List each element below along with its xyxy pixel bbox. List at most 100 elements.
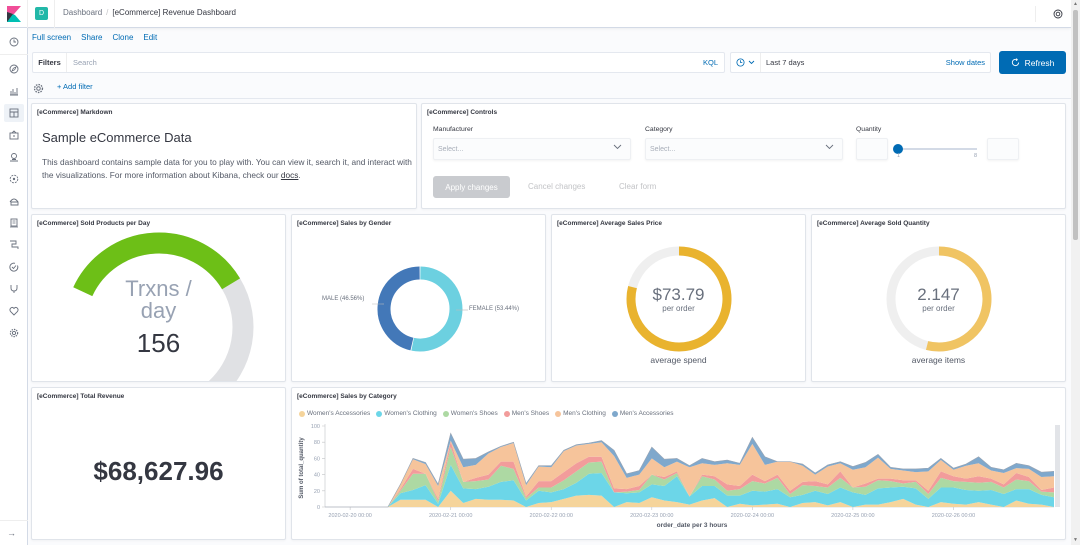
chevron-down-icon <box>825 144 834 150</box>
filters-button[interactable]: Filters <box>33 53 67 72</box>
legend-dot-icon <box>503 410 510 417</box>
time-range-label[interactable]: Last 7 days <box>766 58 805 67</box>
uptime-icon[interactable] <box>7 260 21 274</box>
gauge-label-line2: day <box>140 298 177 323</box>
legend-dot-icon <box>376 410 383 417</box>
clear-form-button[interactable]: Clear form <box>619 182 657 191</box>
area-series-men-s-accessories[interactable] <box>325 433 1054 507</box>
logs-icon[interactable] <box>7 216 21 230</box>
siem-icon[interactable] <box>7 282 21 296</box>
help-button[interactable] <box>1035 6 1063 22</box>
infrastructure-icon[interactable] <box>7 194 21 208</box>
goal-fill <box>925 246 992 352</box>
apm-icon[interactable] <box>7 238 21 252</box>
legend-label: Women's Shoes <box>450 410 498 417</box>
markdown-body: This dashboard contains sample data for … <box>42 156 414 182</box>
quick-select-button[interactable] <box>731 53 761 72</box>
collapse-nav-arrow-icon[interactable]: → <box>7 528 16 538</box>
slider-min-tick: 1 <box>897 153 901 159</box>
panel-title: [eCommerce] Total Revenue <box>37 393 125 400</box>
quantity-slider-thumb[interactable] <box>893 144 903 154</box>
quantity-min-input[interactable] <box>856 138 888 160</box>
chevron-down-icon <box>748 60 755 65</box>
quantity-max-input[interactable] <box>987 138 1019 160</box>
markdown-text: This dashboard contains sample data for … <box>42 157 412 180</box>
chart-scroll-handle[interactable] <box>1055 425 1060 507</box>
donut-slice-female[interactable] <box>411 266 463 352</box>
dev-tools-icon[interactable] <box>7 304 21 318</box>
y-tick-label: 100 <box>311 424 320 430</box>
x-tick-label: 2020-02-26 00:00 <box>932 513 975 519</box>
goal-chart <box>626 246 732 352</box>
canvas-icon[interactable] <box>7 128 21 142</box>
gear-icon <box>33 83 44 94</box>
x-tick-label: 2020-02-22 00:00 <box>530 513 573 519</box>
maps-icon[interactable] <box>7 150 21 164</box>
docs-link[interactable]: docs <box>280 170 299 180</box>
scroll-down-arrow-icon[interactable]: ▼ <box>1073 537 1078 543</box>
legend-item[interactable]: Women's Accessories <box>299 410 370 417</box>
discover-compass-icon[interactable] <box>7 62 21 76</box>
space-avatar[interactable]: D <box>35 7 48 20</box>
page-scrollbar[interactable]: ▲ ▼ <box>1071 0 1080 545</box>
show-dates-link[interactable]: Show dates <box>945 58 985 67</box>
refresh-button[interactable]: Refresh <box>999 51 1066 74</box>
breadcrumb-dashboard[interactable]: Dashboard <box>63 8 103 17</box>
manufacturer-select[interactable]: Select... <box>433 138 631 160</box>
calendar-clock-icon <box>736 58 745 67</box>
breadcrumb-current: [eCommerce] Revenue Dashboard <box>112 8 236 17</box>
dashboard-icon[interactable] <box>4 104 24 122</box>
panel-title: [eCommerce] Average Sales Price <box>557 220 663 227</box>
search-input[interactable]: Search <box>73 58 97 67</box>
goal-chart <box>886 246 992 352</box>
legend-item[interactable]: Women's Shoes <box>442 410 498 417</box>
full-screen-link[interactable]: Full screen <box>32 33 72 42</box>
area-chart: 0 20 40 60 80 100 Sum of total_quantity 2020-02… <box>299 424 1060 529</box>
average-sold-quantity-panel: [eCommerce] Average Sold Quantity 2.147 … <box>811 214 1066 382</box>
x-tick-label: 2020-02-25 00:00 <box>831 513 874 519</box>
filter-options-button[interactable] <box>33 81 44 99</box>
sold-products-panel: [eCommerce] Sold Products per Day Trxns … <box>31 214 286 382</box>
kql-language-toggle[interactable]: KQL <box>702 58 718 67</box>
goal-value: 2.147 <box>917 285 960 304</box>
manufacturer-placeholder: Select... <box>438 146 464 153</box>
goal-value: $73.79 <box>652 285 705 304</box>
scroll-up-arrow-icon[interactable]: ▲ <box>1073 1 1078 7</box>
panel-title: [eCommerce] Sales by Category <box>297 393 397 400</box>
area-series-women-s-clothing[interactable] <box>325 464 1054 507</box>
help-lifebuoy-icon <box>1053 9 1063 19</box>
cancel-changes-button[interactable]: Cancel changes <box>528 182 586 191</box>
x-axis-label: order_date per 3 hours <box>657 522 728 529</box>
recently-viewed-clock-icon[interactable] <box>7 35 21 49</box>
total-revenue-value: $68,627.96 <box>93 456 224 486</box>
area-series-men-s-clothing[interactable] <box>325 440 1054 507</box>
markdown-heading: Sample eCommerce Data <box>42 130 192 145</box>
apply-changes-button[interactable]: Apply changes <box>433 176 510 198</box>
share-link[interactable]: Share <box>81 33 103 42</box>
scrollbar-thumb[interactable] <box>1073 10 1078 240</box>
clone-link[interactable]: Clone <box>112 33 134 42</box>
sales-by-gender-panel: [eCommerce] Sales by Gender MALE (46.56%… <box>291 214 546 382</box>
quantity-slider-track[interactable] <box>897 148 977 150</box>
x-tick-label: 2020-02-21 00:00 <box>429 513 472 519</box>
manufacturer-label: Manufacturer <box>433 126 474 133</box>
legend-item[interactable]: Men's Clothing <box>555 410 606 417</box>
edit-link[interactable]: Edit <box>143 33 158 42</box>
goal-fill <box>626 246 732 352</box>
breadcrumb-separator: / <box>106 8 109 17</box>
legend-item[interactable]: Men's Shoes <box>503 410 549 417</box>
legend-label: Women's Accessories <box>307 410 371 417</box>
category-select[interactable]: Select... <box>645 138 843 160</box>
area-series-women-s-accessories[interactable] <box>325 490 1054 507</box>
slider-max-tick: 8 <box>974 153 978 159</box>
visualize-chart-icon[interactable] <box>7 84 21 98</box>
machine-learning-icon[interactable] <box>7 172 21 186</box>
legend-item[interactable]: Men's Accessories <box>611 410 674 417</box>
donut-slice-male[interactable] <box>377 266 421 351</box>
side-nav: → <box>0 28 28 545</box>
kibana-logo[interactable] <box>0 0 28 28</box>
management-gear-icon[interactable] <box>7 326 21 340</box>
gauge-fill <box>73 232 241 297</box>
add-filter-button[interactable]: + Add filter <box>57 82 93 91</box>
legend-item[interactable]: Women's Clothing <box>376 410 437 417</box>
